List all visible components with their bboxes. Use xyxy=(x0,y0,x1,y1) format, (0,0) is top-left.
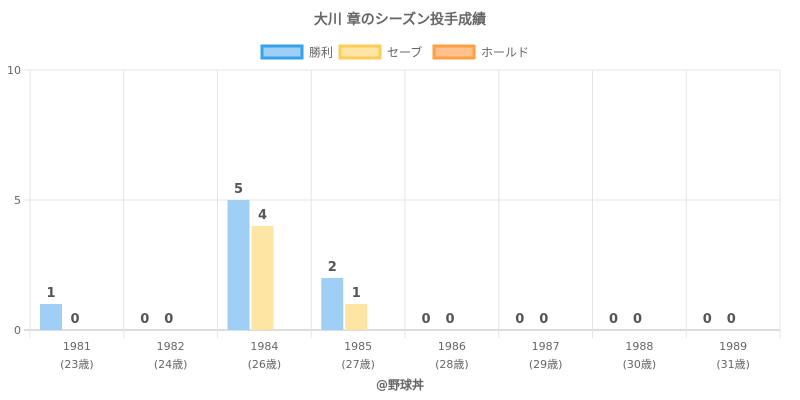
bars xyxy=(40,200,368,330)
x-tick-sublabel: (24歳) xyxy=(154,358,188,371)
x-tick-label: 1984 xyxy=(250,340,278,353)
bar xyxy=(321,278,344,330)
x-tick-label: 1989 xyxy=(719,340,747,353)
data-label: 0 xyxy=(539,312,548,327)
data-label: 0 xyxy=(515,312,524,327)
bar xyxy=(251,226,274,330)
data-label: 0 xyxy=(140,312,149,327)
y-tick-label: 10 xyxy=(7,64,21,77)
data-label: 0 xyxy=(164,312,173,327)
x-tick-sublabel: (26歳) xyxy=(248,358,282,371)
x-tick-sublabel: (27歳) xyxy=(341,358,375,371)
legend-label: ホールド xyxy=(481,46,529,60)
x-tick-label: 1985 xyxy=(344,340,372,353)
x-tick-sublabel: (30歳) xyxy=(623,358,657,371)
legend-label: 勝利 xyxy=(309,45,333,60)
bar xyxy=(227,200,250,330)
chart-title: 大川 章のシーズン投手成績 xyxy=(314,11,486,28)
data-label: 1 xyxy=(352,286,361,301)
data-label: 0 xyxy=(727,312,736,327)
data-label: 0 xyxy=(609,312,618,327)
x-tick-sublabel: (28歳) xyxy=(435,358,469,371)
x-tick-label: 1988 xyxy=(625,340,653,353)
data-label: 0 xyxy=(703,312,712,327)
data-label: 0 xyxy=(445,312,454,327)
x-tick-sublabel: (29歳) xyxy=(529,358,563,371)
x-tick-sublabel: (31歳) xyxy=(716,358,750,371)
x-tick-label: 1986 xyxy=(438,340,466,353)
bar xyxy=(40,304,62,330)
data-label: 1 xyxy=(46,286,55,301)
legend-swatch xyxy=(338,44,382,60)
y-tick-label: 5 xyxy=(14,194,21,207)
data-label: 0 xyxy=(70,312,79,327)
y-tick-label: 0 xyxy=(14,324,21,337)
x-tick-sublabel: (23歳) xyxy=(60,358,94,371)
x-tick-label: 1982 xyxy=(157,340,185,353)
data-label: 4 xyxy=(258,208,267,223)
x-tick-label: 1981 xyxy=(63,340,91,353)
credit-text: @野球丼 xyxy=(376,377,424,392)
legend-label: セーブ xyxy=(387,45,422,60)
data-label: 0 xyxy=(421,312,430,327)
data-label: 0 xyxy=(633,312,642,327)
data-label: 5 xyxy=(234,182,243,197)
data-label: 2 xyxy=(328,260,337,275)
legend-swatch xyxy=(432,44,476,60)
bar xyxy=(345,304,368,330)
legend: 勝利 セーブ ホールド xyxy=(260,44,529,60)
legend-swatch xyxy=(260,44,304,60)
x-tick-label: 1987 xyxy=(532,340,560,353)
